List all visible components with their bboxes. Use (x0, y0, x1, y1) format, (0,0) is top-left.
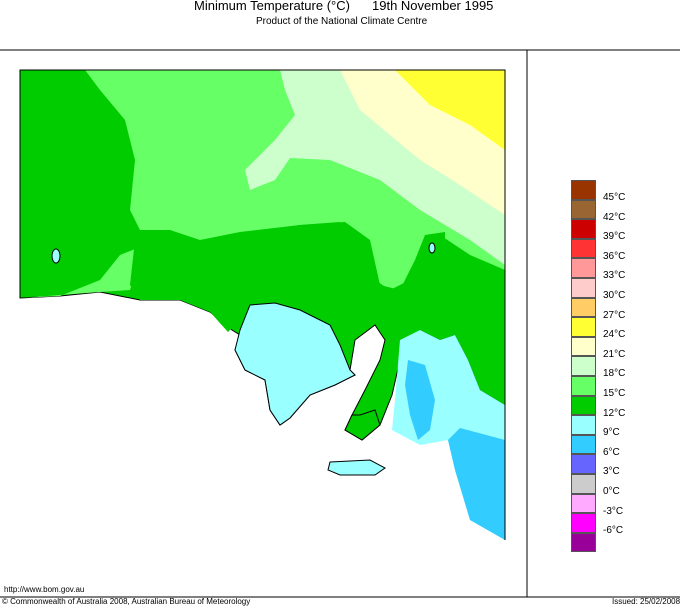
legend-swatch (571, 180, 596, 200)
legend-swatch (571, 297, 596, 318)
legend-swatch (571, 376, 596, 396)
legend-swatch (571, 532, 596, 553)
map-date: 19th November 1995 (372, 0, 494, 13)
legend-label: 3°C (603, 466, 620, 478)
legend-swatch (571, 199, 596, 220)
legend-label: 24°C (603, 329, 626, 341)
legend-swatch (571, 317, 596, 337)
legend-label: 15°C (603, 388, 626, 399)
legend-swatch (571, 434, 596, 455)
legend-label: 42°C (603, 211, 626, 223)
lake (51, 248, 61, 264)
legend-label: 0°C (603, 486, 620, 497)
kangaroo-island (327, 459, 386, 476)
mainland-region (19, 69, 506, 540)
legend-swatch (571, 356, 596, 376)
legend-label: 33°C (603, 270, 626, 282)
legend-swatch (571, 454, 596, 474)
zone-6-9-gulf (405, 360, 435, 440)
legend-swatch (571, 474, 596, 494)
legend-label: 36°C (603, 250, 626, 262)
yorke-peninsula (344, 409, 381, 441)
legend-label: 9°C (603, 427, 620, 439)
zone-24-27 (395, 70, 505, 150)
issued-date: Issued: 25/02/2008 (612, 597, 680, 606)
legend-label: 39°C (603, 231, 626, 243)
legend-label: -6°C (603, 525, 624, 537)
legend-label: 30°C (603, 290, 626, 301)
map-title: Minimum Temperature (°C) (194, 0, 350, 13)
zone-9-12-eyre (234, 302, 356, 426)
legend-swatch (571, 336, 596, 357)
legend-label: 21°C (603, 348, 626, 360)
legend-swatch (571, 493, 596, 514)
zone-12-15-center (130, 222, 505, 405)
legend-label: 18°C (603, 368, 626, 380)
source-url[interactable]: http://www.bom.gov.au (4, 585, 85, 594)
legend-swatch (571, 219, 596, 239)
legend-swatch (571, 258, 596, 278)
copyright: © Commonwealth of Australia 2008, Austra… (2, 597, 251, 606)
legend-swatch (571, 238, 596, 259)
legend-label: 45°C (603, 192, 626, 203)
legend-label: 6°C (603, 446, 620, 458)
legend-label: 12°C (603, 407, 626, 419)
legend-swatch (571, 513, 596, 533)
legend-label: -3°C (603, 505, 624, 517)
legend-swatch (571, 395, 596, 416)
lake-torrens (428, 242, 436, 254)
legend-label: 27°C (603, 309, 626, 321)
map-subtitle: Product of the National Climate Centre (256, 16, 428, 27)
legend-swatch (571, 278, 596, 298)
zone-6-9-southeast (448, 428, 505, 540)
legend-swatch (571, 415, 596, 435)
